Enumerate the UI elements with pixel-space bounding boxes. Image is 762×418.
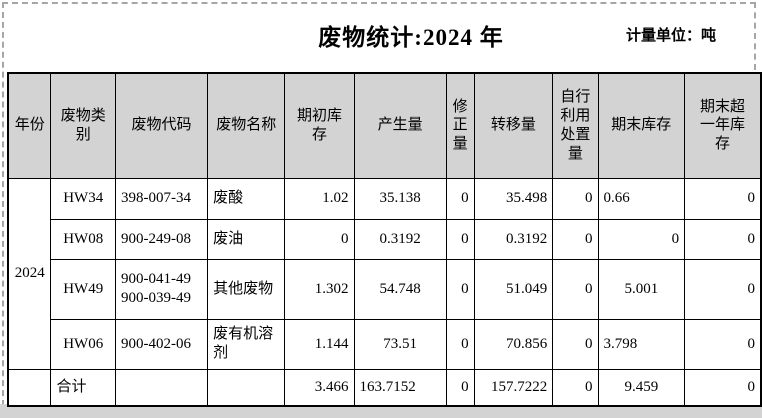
cell-over-one-year: 0 [684,368,762,407]
cell-name: 废酸 [207,177,286,220]
cell-year-empty [7,368,52,407]
cell-ending-stock: 3.798 [597,318,686,370]
page-title: 废物统计:2024 年 [318,25,504,50]
cell-ending-stock: 0 [597,218,686,260]
cell-opening-stock: 1.302 [284,258,355,320]
cell-generated: 163.7152 [353,368,447,407]
cell-opening-stock: 0 [284,218,355,260]
table-row: 2024 HW34 398-007-34 废酸 1.02 35.138 0 35… [7,177,762,370]
cell-corrected: 0 [445,218,475,260]
col-header-ending-stock: 期末库存 [597,72,686,179]
cell-corrected: 0 [445,368,475,407]
cell-ending-stock: 9.459 [597,368,686,407]
cell-generated: 0.3192 [353,218,447,260]
cell-category: HW49 [50,258,116,320]
col-header-category: 废物类 别 [50,72,116,179]
cell-corrected: 0 [445,177,475,220]
cell-self-disposed: 0 [552,368,599,407]
unit-label: 计量单位：吨 [626,28,717,44]
cell-opening-stock: 1.144 [284,318,355,370]
cell-code: 900-402-06 [114,318,209,370]
waste-statistics-table: 年份 废物类 别 废物代码 废物名称 期初库 存 产生量 修 正 量 转移量 自… [7,72,762,407]
cell-over-one-year: 0 [684,318,762,370]
col-header-corrected: 修 正 量 [445,72,475,179]
cell-code: 900-041-49 900-039-49 [114,258,209,320]
cell-transferred: 51.049 [473,258,554,320]
cell-self-disposed: 0 [552,218,599,260]
col-header-generated: 产生量 [353,72,447,179]
table-row: HW06 900-402-06 废有机溶剂 1.144 73.51 0 70.8… [8,318,762,370]
cell-category: HW08 [50,218,116,260]
page-break-line-right [754,2,756,70]
page-break-line-top [2,2,756,4]
col-header-name: 废物名称 [207,72,286,179]
cell-corrected: 0 [445,318,475,370]
header-row: 年份 废物类 别 废物代码 废物名称 期初库 存 产生量 修 正 量 转移量 自… [7,72,762,179]
cell-name: 废油 [207,218,286,260]
cell-over-one-year: 0 [684,258,762,320]
total-row: 合计 3.466 163.7152 0 157.7222 0 9.459 0 [7,368,762,407]
outside-print-area [0,404,762,418]
cell-corrected: 0 [445,258,475,320]
cell-self-disposed: 0 [552,177,599,220]
cell-over-one-year: 0 [684,218,762,260]
page-break-line-left [2,2,4,416]
cell-transferred: 35.498 [473,177,554,220]
cell-category: HW34 [50,177,116,220]
cell-transferred: 157.7222 [473,368,554,407]
cell-code: 398-007-34 [114,177,209,220]
col-header-year: 年份 [7,72,52,179]
cell-name-empty [207,368,286,407]
cell-ending-stock: 0.66 [597,177,686,220]
col-header-self-disposed: 自行 利用 处置 量 [552,72,599,179]
cell-over-one-year: 0 [684,177,762,220]
cell-generated: 35.138 [353,177,447,220]
cell-transferred: 0.3192 [473,218,554,260]
table-row: HW49 900-041-49 900-039-49 其他废物 1.302 54… [8,258,762,320]
col-header-over-one-year: 期末超 一年库 存 [684,72,762,179]
cell-category: HW06 [50,318,116,370]
cell-generated: 54.748 [353,258,447,320]
cell-code: 900-249-08 [114,218,209,260]
col-header-transferred: 转移量 [473,72,554,179]
cell-year: 2024 [7,177,52,370]
cell-ending-stock: 5.001 [597,258,686,320]
cell-name: 废有机溶剂 [207,318,286,370]
cell-name: 其他废物 [207,258,286,320]
cell-code-empty [114,368,209,407]
col-header-code: 废物代码 [114,72,209,179]
cell-opening-stock: 1.02 [284,177,355,220]
cell-generated: 73.51 [353,318,447,370]
col-header-opening-stock: 期初库 存 [284,72,355,179]
cell-self-disposed: 0 [552,258,599,320]
cell-opening-stock: 3.466 [284,368,355,407]
cell-total-label: 合计 [50,368,116,407]
table-row: HW08 900-249-08 废油 0 0.3192 0 0.3192 0 0… [8,218,762,260]
cell-self-disposed: 0 [552,318,599,370]
cell-transferred: 70.856 [473,318,554,370]
